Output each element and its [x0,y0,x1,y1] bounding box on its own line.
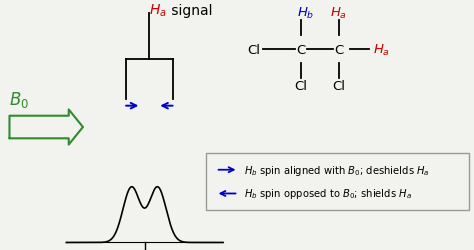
Text: signal: signal [167,4,212,18]
Text: $H_b$ spin aligned with $B_0$; deshields $H_a$: $H_b$ spin aligned with $B_0$; deshields… [244,163,430,177]
Text: Cl: Cl [332,80,346,93]
Text: C: C [334,44,344,57]
Text: C: C [296,44,306,57]
FancyBboxPatch shape [206,154,469,210]
Text: $H_a$: $H_a$ [373,42,390,58]
Text: $H_a$: $H_a$ [330,6,347,21]
Text: Cl: Cl [294,80,308,93]
Text: $H_b$ spin opposed to $B_0$; shields $H_a$: $H_b$ spin opposed to $B_0$; shields $H_… [244,187,412,201]
Text: Cl: Cl [247,44,260,57]
Text: $H_a$: $H_a$ [149,3,167,20]
Text: $B_0$: $B_0$ [9,90,29,110]
Text: $H_b$: $H_b$ [297,6,314,21]
